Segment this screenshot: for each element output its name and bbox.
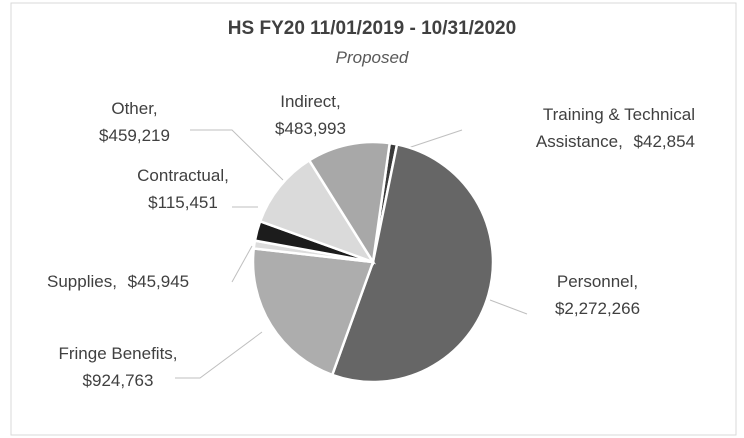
label-category: Contractual, — [137, 166, 229, 185]
label-value: $42,854 — [633, 132, 695, 151]
pie-slice — [307, 140, 392, 266]
pie-slice — [330, 142, 495, 384]
label-value: $483,993 — [275, 119, 346, 138]
label-value: $2,272,266 — [554, 299, 641, 318]
label-category: Indirect, — [280, 92, 341, 111]
data-label: Indirect, $483,993 — [248, 88, 373, 142]
leader-line — [190, 129, 284, 181]
label-value: $924,763 — [82, 371, 154, 390]
label-value: $459,219 — [99, 126, 170, 145]
label-value: $115,451 — [148, 193, 218, 212]
data-label: Training & Technical Assistance, $42,854 — [470, 101, 695, 155]
leader-line — [489, 299, 528, 315]
pie-slice — [258, 158, 376, 265]
leader-line — [231, 245, 253, 283]
pie-slice — [251, 247, 375, 377]
label-category: Supplies, — [47, 272, 117, 291]
chart-title: HS FY20 11/01/2019 - 10/31/2020 — [227, 18, 517, 39]
label-category: Training & Technical Assistance, — [535, 105, 695, 151]
label-category: Fringe Benefits, — [58, 344, 178, 363]
label-value: $45,945 — [127, 272, 190, 291]
data-label: Personnel, $2,272,266 — [530, 268, 665, 322]
leader-line — [401, 129, 463, 151]
data-label: Other, $459,219 — [72, 95, 197, 149]
data-label: Contractual, $115,451 — [118, 162, 248, 216]
data-label: Fringe Benefits, $924,763 — [33, 340, 203, 394]
label-category: Personnel, — [556, 272, 639, 291]
label-category: Other, — [111, 99, 158, 118]
chart-subtitle: Proposed — [335, 48, 409, 67]
data-label: Supplies, $45,945 — [47, 268, 247, 295]
leader-line — [175, 331, 263, 379]
